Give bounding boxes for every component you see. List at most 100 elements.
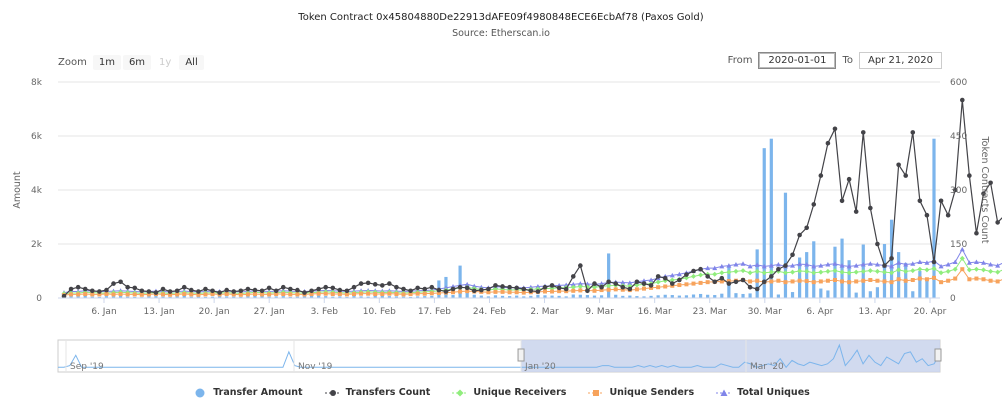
unique-senders-point [974, 276, 979, 281]
unique-senders-point [726, 279, 731, 284]
total-uniques-point [867, 261, 873, 266]
legend-total-uniques[interactable]: Total Uniques [716, 387, 810, 398]
transfer-amount-bar [868, 291, 872, 298]
x-tick-label: 30. Mar [748, 307, 782, 317]
transfers-count-point [189, 287, 194, 293]
transfers-count-point [776, 266, 781, 272]
total-uniques-point [719, 263, 725, 269]
unique-senders-point [932, 275, 936, 280]
unique-receivers-point [768, 269, 774, 275]
legend-unique-senders[interactable]: Unique Senders [588, 387, 694, 398]
transfers-count-point [662, 275, 668, 281]
transfers-count-point [924, 212, 930, 218]
legend-transfer-amount[interactable]: Transfer Amount [192, 387, 303, 398]
transfers-count-point [97, 289, 102, 294]
transfers-count-point [910, 130, 916, 135]
zoom-1y-button: 1y [159, 57, 172, 68]
total-uniques-point [761, 263, 767, 269]
unique-senders-point [783, 280, 788, 285]
legend-unique-receivers[interactable]: Unique Receivers [452, 387, 566, 398]
x-tick-label: 6. Apr [806, 307, 833, 317]
transfers-count-point [82, 286, 88, 292]
y-right-tick-label: 300 [950, 186, 967, 196]
unique-senders-point [182, 292, 187, 297]
unique-senders-point [288, 292, 293, 297]
y-left-tick-label: 0 [36, 294, 42, 304]
to-date-input[interactable]: Apr 21, 2020 [858, 52, 942, 69]
unique-senders-point [429, 291, 434, 296]
unique-receivers-point [832, 268, 838, 274]
transfer-amount-bar [104, 296, 109, 298]
zoom-6m-button[interactable]: 6m [122, 55, 152, 70]
unique-senders-point [189, 292, 194, 297]
unique-senders-point [634, 287, 639, 292]
transfer-amount-bar [387, 296, 391, 298]
total-uniques-point [471, 283, 477, 289]
transfers-count-point [995, 220, 1000, 225]
unique-receivers-point [973, 266, 979, 272]
unique-senders-point [387, 291, 392, 296]
transfer-amount-bar [854, 292, 858, 298]
unique-senders-point [924, 277, 929, 282]
transfers-count-point [500, 284, 505, 289]
transfers-count-point [394, 284, 399, 290]
total-uniques-point [981, 260, 987, 265]
transfer-amount-bar [147, 296, 151, 298]
transfers-count-point [450, 286, 456, 292]
unique-senders-point [854, 279, 859, 284]
unique-receivers-point [669, 277, 675, 283]
transfer-amount-bar [239, 296, 243, 298]
x-tick-label: 20. Jan [199, 307, 230, 317]
unique-receivers-point [988, 268, 994, 274]
total-uniques-point [648, 277, 654, 282]
transfer-amount-bar [76, 296, 80, 298]
zoom-all-button[interactable]: All [179, 55, 204, 70]
transfer-amount-bar [734, 293, 738, 298]
transfer-amount-bar [451, 295, 455, 298]
unique-senders-point [366, 291, 371, 296]
transfer-amount-bar [840, 238, 844, 298]
total-uniques-point [825, 262, 831, 267]
total-uniques-point [874, 262, 880, 267]
unique-senders-point [493, 289, 498, 294]
total-uniques-point [747, 263, 753, 269]
transfer-amount-bar [911, 291, 915, 298]
legend-triangle-icon [716, 388, 733, 398]
transfers-count-point [330, 285, 336, 291]
transfer-amount-bar [614, 294, 618, 298]
transfers-count-point [146, 289, 152, 294]
x-tick-label: 6. Jan [91, 307, 116, 317]
transfers-count-point [733, 279, 739, 285]
transfers-count-point [521, 286, 527, 292]
x-tick-label: 2. Mar [530, 307, 559, 317]
unique-senders-point [946, 278, 951, 283]
transfers-count-point [415, 285, 420, 291]
total-uniques-point [832, 261, 838, 266]
transfers-count-point [797, 232, 802, 238]
y-left-tick-label: 2k [31, 240, 43, 250]
unique-receivers-point [839, 269, 845, 275]
transfers-count-point [196, 289, 201, 294]
zoom-1m-button[interactable]: 1m [92, 55, 121, 70]
transfer-amount-bar [331, 296, 335, 298]
transfers-count-point [740, 277, 746, 283]
unique-senders-point [995, 279, 1000, 284]
transfers-count-point [931, 259, 937, 265]
transfer-amount-bar [543, 295, 547, 298]
transfer-amount-bar [359, 296, 363, 298]
from-label: From [727, 55, 753, 66]
transfers-count-line [63, 99, 1002, 297]
transfer-amount-bar [522, 296, 526, 298]
transfer-amount-bar [670, 295, 674, 298]
transfer-amount-bar [741, 293, 745, 298]
transfers-count-point [684, 272, 689, 277]
transfer-amount-bar [649, 295, 653, 298]
transfer-amount-bar [635, 296, 639, 298]
unique-receivers-point [896, 267, 902, 273]
unique-receivers-point [577, 283, 583, 289]
unique-senders-point [309, 292, 314, 297]
from-date-input[interactable]: 2020-01-01 [758, 52, 837, 69]
legend-transfers-count[interactable]: Transfers Count [324, 387, 430, 398]
unique-senders-point [769, 279, 774, 284]
